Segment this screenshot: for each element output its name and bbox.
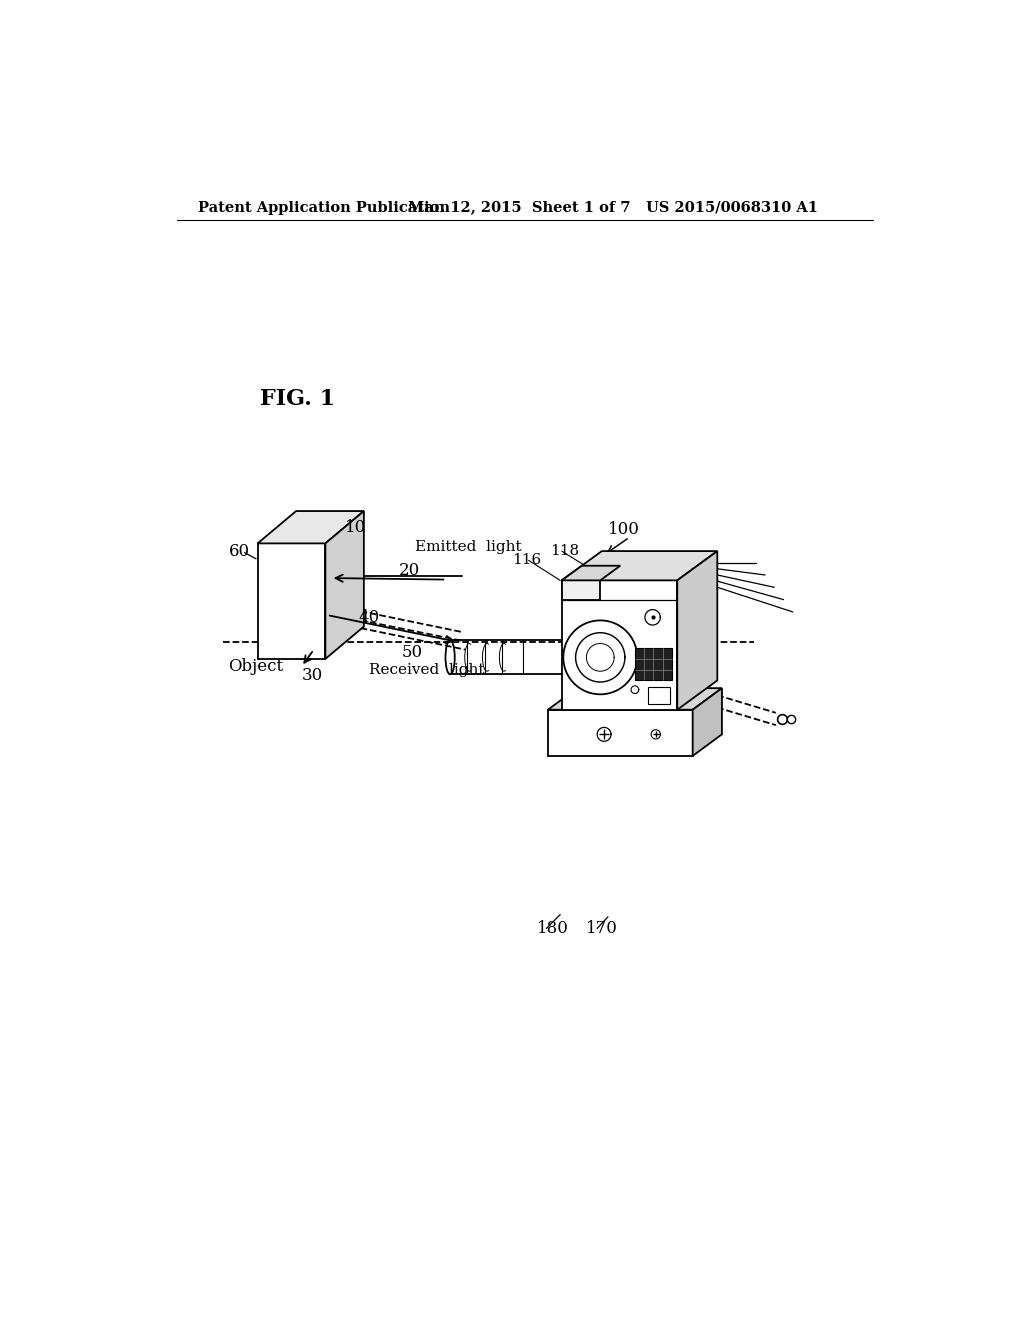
Text: 20: 20 — [398, 562, 420, 579]
Text: 110: 110 — [654, 553, 683, 566]
Text: FIG. 1: FIG. 1 — [260, 388, 335, 409]
Polygon shape — [548, 688, 722, 710]
Text: 50: 50 — [401, 644, 423, 661]
Polygon shape — [548, 710, 692, 756]
Polygon shape — [562, 552, 717, 581]
Text: Mar. 12, 2015  Sheet 1 of 7: Mar. 12, 2015 Sheet 1 of 7 — [408, 201, 630, 215]
Text: 118: 118 — [550, 544, 580, 558]
Polygon shape — [326, 511, 364, 659]
Text: 140A: 140A — [658, 587, 698, 601]
Polygon shape — [562, 581, 677, 710]
Text: 120: 120 — [658, 599, 687, 612]
Polygon shape — [562, 566, 621, 581]
Text: 100: 100 — [608, 521, 640, 539]
Text: Patent Application Publication: Patent Application Publication — [199, 201, 451, 215]
Text: 30: 30 — [301, 668, 323, 684]
Text: 130: 130 — [658, 610, 687, 624]
Polygon shape — [648, 686, 670, 704]
Polygon shape — [258, 544, 326, 659]
Text: 150: 150 — [654, 564, 683, 578]
Text: 116: 116 — [512, 553, 541, 568]
Text: 160: 160 — [658, 638, 687, 651]
Text: 114: 114 — [658, 649, 687, 663]
Polygon shape — [677, 552, 717, 710]
Text: 10: 10 — [345, 520, 366, 536]
Text: 180: 180 — [538, 920, 569, 937]
Text: 60: 60 — [229, 543, 250, 560]
Text: US 2015/0068310 A1: US 2015/0068310 A1 — [646, 201, 818, 215]
Text: Emitted  light: Emitted light — [416, 540, 522, 554]
Text: 112: 112 — [654, 576, 683, 590]
Polygon shape — [635, 648, 672, 681]
Polygon shape — [258, 511, 364, 544]
Text: Received  light: Received light — [370, 664, 484, 677]
Text: 40: 40 — [358, 609, 380, 626]
Text: 140B: 140B — [658, 626, 698, 640]
Polygon shape — [562, 581, 600, 599]
Polygon shape — [692, 688, 722, 756]
Text: Object: Object — [228, 659, 284, 675]
Text: 170: 170 — [587, 920, 618, 937]
